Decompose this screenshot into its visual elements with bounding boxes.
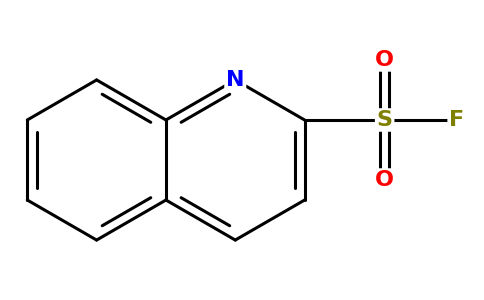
Text: F: F xyxy=(449,110,464,130)
Text: N: N xyxy=(226,70,244,90)
Text: S: S xyxy=(377,110,393,130)
Text: O: O xyxy=(375,50,394,70)
Text: O: O xyxy=(375,170,394,190)
